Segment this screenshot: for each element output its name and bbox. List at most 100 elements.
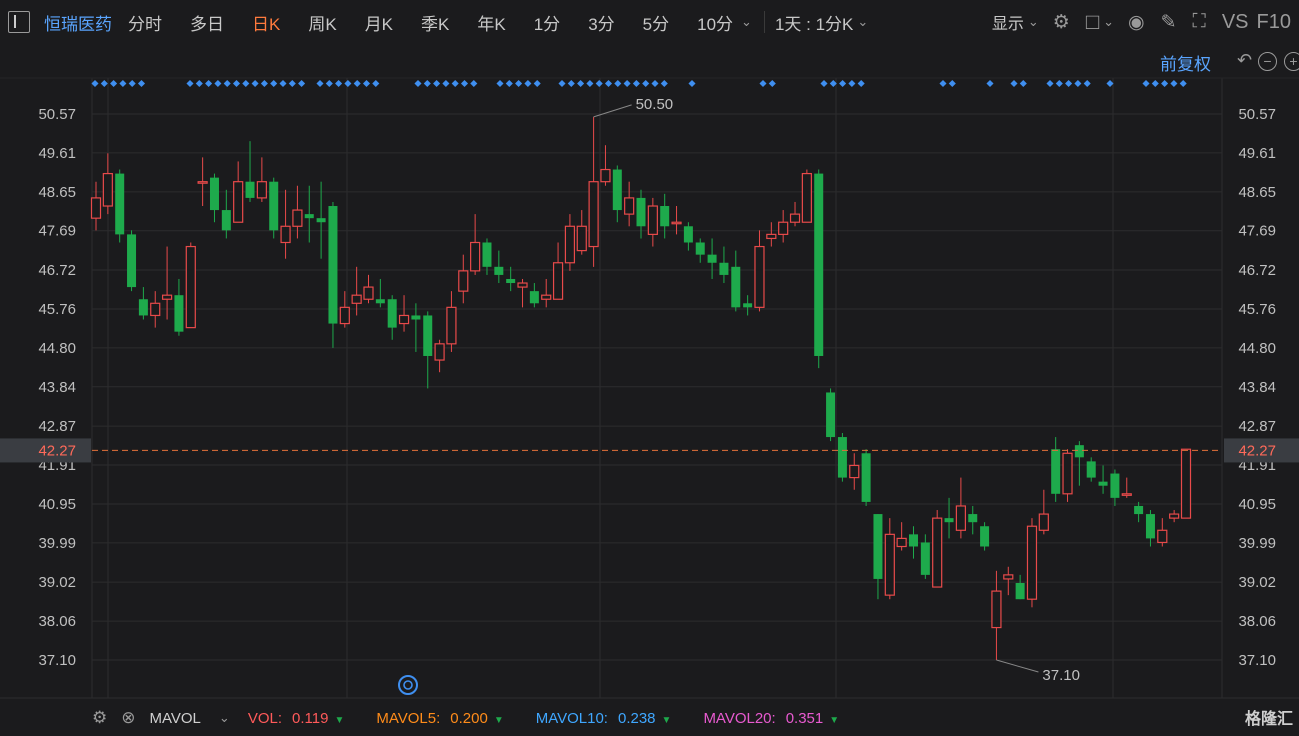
event-markers (91, 79, 1187, 88)
chevron-down-icon[interactable]: ⌄ (218, 710, 230, 725)
candle-body-up (470, 241, 481, 272)
candle-body-up (458, 270, 469, 292)
volume-legend-label: MAVOL20: (703, 709, 776, 727)
tab-intraday[interactable]: 分时 (128, 14, 162, 34)
event-marker (214, 79, 222, 88)
tab-10min[interactable]: 10分 (697, 14, 734, 34)
y-tick-label-left: 44.80 (38, 340, 76, 357)
down-arrow-icon: ▼ (334, 714, 345, 726)
candle-body-down (1015, 582, 1025, 600)
event-marker (442, 79, 450, 88)
tab-1min[interactable]: 1分 (533, 14, 561, 34)
candle-body-up (102, 172, 113, 207)
candle-body-up (955, 505, 966, 531)
candle-body-down (683, 226, 693, 243)
period-select[interactable]: 1天 : 1分K (774, 14, 854, 34)
volume-legend-label: MAVOL5: (376, 709, 441, 727)
pencil-icon[interactable]: ✎ (1160, 11, 1177, 33)
candlestick-chart[interactable]: 50.57 50.57 49.61 49.61 48.65 48.65 47.69 47.69… (0, 0, 1299, 700)
tab-multiday[interactable]: 多日 (190, 14, 224, 34)
candle-body-down (1145, 514, 1155, 539)
gear-icon[interactable]: ⚙ (1052, 11, 1070, 33)
y-tick-label-right: 44.80 (1238, 340, 1276, 357)
display-menu[interactable]: 显示 (991, 16, 1024, 33)
candle-body-up (647, 205, 658, 235)
candle-body-down (636, 197, 646, 227)
event-marker (660, 79, 668, 88)
candle-body-up (292, 209, 303, 227)
sidebar-toggle-icon[interactable] (8, 11, 30, 33)
volume-legend-item: MAVOL10: 0.238 ▼ (536, 710, 672, 727)
price-tag-right (1224, 438, 1299, 463)
event-marker (414, 79, 422, 88)
stock-name[interactable]: 恒瑞医药 (44, 14, 112, 34)
candle-body-down (695, 242, 705, 255)
fullscreen-icon[interactable]: ⛶ (1192, 11, 1206, 32)
candle-body-up (1169, 513, 1180, 519)
candle-body-up (197, 181, 208, 184)
candle-body-up (150, 302, 161, 317)
tab-quarterly-k[interactable]: 季K (421, 14, 450, 34)
event-marker (986, 79, 994, 88)
zoom-out-icon[interactable]: − (1258, 52, 1277, 71)
y-tick-label-left: 39.99 (38, 535, 76, 552)
candle-body-up (1121, 493, 1132, 496)
candle-body-down (127, 234, 137, 288)
tab-daily-k[interactable]: 日K (252, 14, 281, 34)
event-marker (632, 79, 640, 88)
f10-button[interactable]: F10 (1256, 10, 1291, 33)
candle-body-up (671, 221, 682, 225)
event-marker (1019, 79, 1027, 88)
down-arrow-icon: ▼ (493, 714, 504, 726)
candle-body-up (552, 262, 564, 300)
candle-body-down (316, 218, 326, 223)
volume-legend-item: MAVOL20: 0.351 ▼ (703, 710, 839, 727)
chevron-down-icon[interactable]: ⌄ (741, 14, 752, 29)
event-marker (768, 79, 776, 88)
volume-legend-item: VOL: 0.119 ▼ (248, 710, 345, 727)
candle-body-down (980, 526, 990, 547)
event-marker (316, 79, 324, 88)
candle-body-up (398, 314, 410, 325)
chevron-down-icon[interactable]: ⌄ (857, 14, 869, 29)
event-marker (110, 79, 118, 88)
tab-monthly-k[interactable]: 月K (364, 14, 394, 34)
undo-icon[interactable]: ↶ (1236, 50, 1253, 70)
event-marker (186, 79, 194, 88)
indicator-name[interactable]: MAVOL (149, 709, 201, 727)
tab-weekly-k[interactable]: 周K (308, 14, 337, 34)
event-marker (223, 79, 231, 88)
tab-5min[interactable]: 5分 (642, 14, 670, 34)
candle-body-up (339, 306, 350, 325)
zoom-in-icon[interactable]: + (1284, 52, 1299, 71)
candle-body-down (909, 534, 918, 547)
volume-legend-label: MAVOL10: (535, 709, 608, 727)
adjust-mode[interactable]: 前复权 (1160, 55, 1211, 74)
tab-yearly-k[interactable]: 年K (477, 14, 506, 34)
event-marker (623, 79, 631, 88)
event-marker (344, 79, 352, 88)
candle-body-up (1003, 574, 1014, 580)
candle-body-down (221, 210, 231, 231)
candle-body-up (1062, 452, 1073, 495)
chevron-down-icon[interactable]: ⌄ (1103, 14, 1115, 29)
event-marker (270, 79, 278, 88)
candle-body-down (387, 299, 397, 328)
event-marker (1161, 79, 1169, 88)
event-marker (939, 79, 947, 88)
chevron-down-icon[interactable]: ⌄ (1027, 14, 1039, 29)
y-axis-ticks: 50.57 50.57 49.61 49.61 48.65 48.65 47.69 47.69… (38, 106, 1276, 669)
camera-icon[interactable]: ◉ (1128, 11, 1145, 33)
candle-body-down (138, 299, 148, 316)
brand-logo: 格隆汇 (1244, 711, 1293, 728)
event-marker (288, 79, 296, 88)
window-square-icon[interactable]: □ (1085, 9, 1100, 34)
candle-body-down (494, 266, 504, 275)
close-icon[interactable]: ⊗ (121, 708, 136, 727)
candle-body-up (363, 286, 374, 300)
gear-icon[interactable]: ⚙ (92, 708, 108, 727)
tab-3min[interactable]: 3分 (588, 14, 615, 34)
candle-body-up (446, 306, 457, 345)
vs-button[interactable]: VS (1221, 10, 1249, 33)
event-marker (567, 79, 575, 88)
